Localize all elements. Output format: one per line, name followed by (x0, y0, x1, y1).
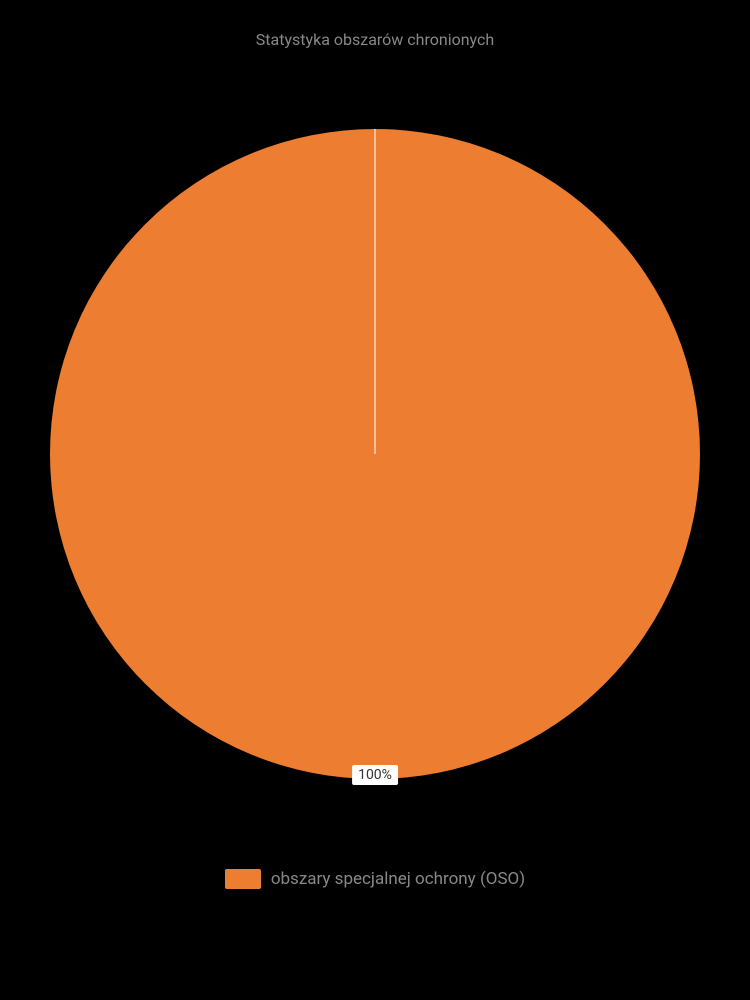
legend-swatch (225, 869, 261, 889)
pie-chart: 100% (50, 129, 700, 779)
chart-legend: obszary specjalnej ochrony (OSO) (225, 869, 525, 889)
legend-label: obszary specjalnej ochrony (OSO) (271, 869, 525, 889)
pie-svg (50, 129, 700, 779)
chart-title: Statystyka obszarów chronionych (256, 30, 494, 49)
pie-data-label: 100% (352, 765, 398, 785)
